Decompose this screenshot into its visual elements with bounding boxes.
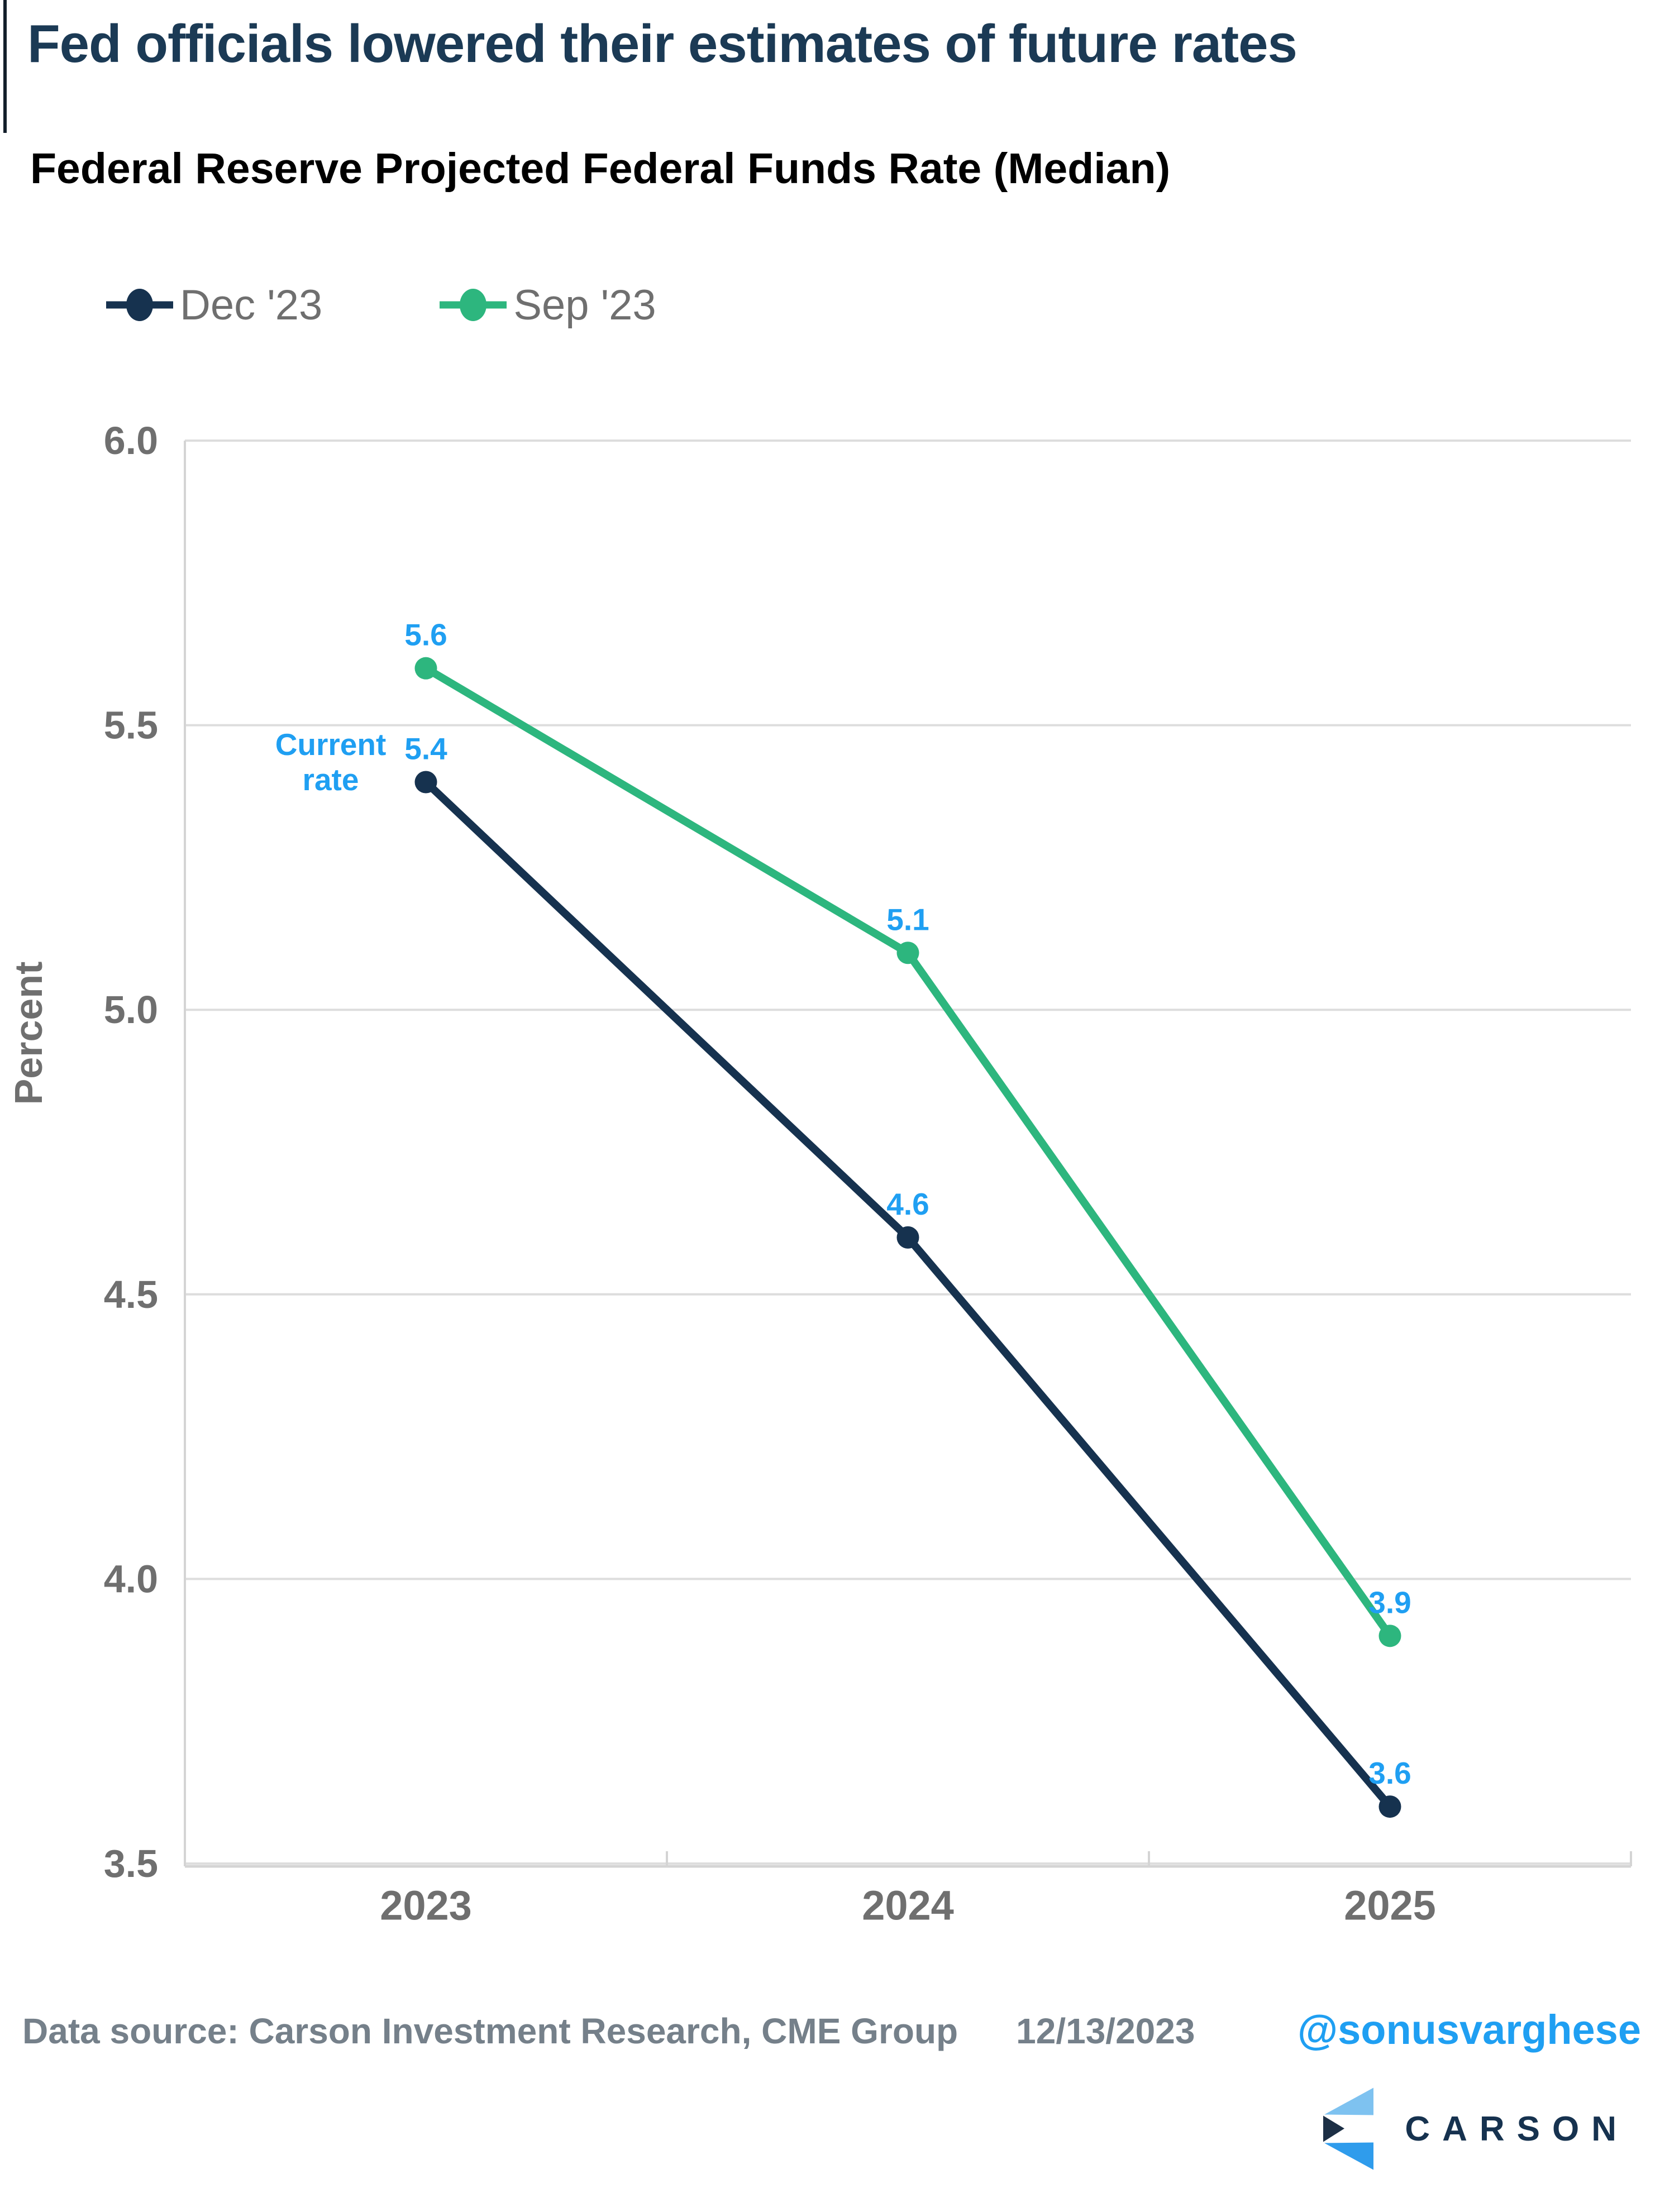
series-line [422, 664, 1394, 1640]
carson-logo: CARSON [1323, 2087, 1629, 2170]
chart-headline: Fed officials lowered their estimates of… [27, 14, 1298, 74]
y-tick-labels: 6.0 5.5 5.0 4.5 4.0 3.5 [104, 419, 158, 1885]
series-lines-and-points [414, 657, 1401, 1818]
y-tick-label: 4.0 [104, 1557, 158, 1601]
y-tick-label: 4.5 [104, 1273, 158, 1316]
carson-logo-text: CARSON [1405, 2109, 1629, 2148]
axis-lines [184, 441, 1632, 1868]
current-rate-annotation: Current rate [275, 727, 387, 797]
data-point-label: 5.1 [886, 902, 929, 937]
x-tick-label: 2023 [380, 1883, 472, 1929]
x-tick-label: 2024 [862, 1883, 954, 1929]
logo-triangle-top [1324, 2087, 1374, 2115]
gridlines [185, 439, 1631, 1865]
dec-23-series-marker-icon [106, 289, 173, 321]
legend-item-dec-23: Dec '23 [106, 278, 322, 332]
y-tick-label: 5.0 [104, 988, 158, 1031]
logo-triangle-bottom [1324, 2142, 1374, 2170]
y-tick-label: 6.0 [104, 419, 158, 462]
twitter-handle: @sonusvarghese [1297, 2006, 1641, 2053]
data-labels: 5.4 4.6 3.6 5.6 5.1 3.9 [404, 618, 1411, 1790]
legend: Dec '23 Sep '23 [106, 278, 656, 332]
data-point [1378, 1795, 1401, 1818]
data-point [414, 771, 437, 794]
title-accent-line [3, 0, 7, 133]
legend-dot [460, 289, 487, 321]
data-point [414, 657, 437, 680]
chart-subtitle: Federal Reserve Projected Federal Funds … [30, 145, 1171, 193]
data-point [1378, 1625, 1401, 1647]
y-tick-label: 5.5 [104, 704, 158, 747]
y-tick-label: 3.5 [104, 1842, 158, 1885]
legend-label-sep-23: Sep '23 [513, 281, 656, 329]
legend-label-dec-23: Dec '23 [180, 281, 323, 329]
x-tick-labels: 2023 2024 2025 [380, 1883, 1436, 1929]
data-point-label: 4.6 [886, 1187, 929, 1221]
carson-logo-icon [1323, 2087, 1374, 2170]
data-point [896, 1226, 919, 1249]
data-point-label: 3.9 [1368, 1585, 1411, 1619]
sep-23-series-marker-icon [440, 289, 507, 321]
y-axis-title: Percent [7, 962, 50, 1105]
footer-source-row: Data source: Carson Investment Research,… [22, 2010, 1195, 2052]
data-point-label: 5.6 [404, 618, 447, 652]
legend-dot [126, 289, 153, 321]
data-point [896, 942, 919, 964]
footer-date: 12/13/2023 [1016, 2011, 1195, 2051]
data-point-label: 3.6 [1368, 1756, 1411, 1790]
logo-triangle-left [1323, 2115, 1345, 2142]
data-source-text: Data source: Carson Investment Research,… [22, 2011, 958, 2051]
x-tick-label: 2025 [1344, 1883, 1436, 1929]
data-point-label: 5.4 [404, 732, 447, 766]
legend-item-sep-23: Sep '23 [440, 278, 656, 332]
